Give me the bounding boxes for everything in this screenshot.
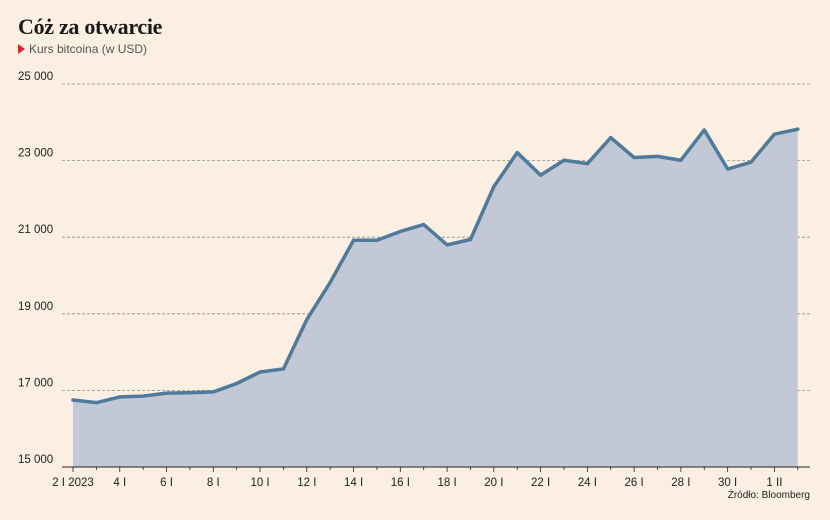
chart-title: Cóż za otwarcie <box>18 14 163 39</box>
data-point-8-I <box>211 390 215 394</box>
data-point-29-I <box>702 128 706 132</box>
y-tick-label: 15 000 <box>18 454 53 466</box>
price-line <box>71 127 800 405</box>
y-tick-label: 21 000 <box>18 224 53 236</box>
data-point-23-I <box>562 158 566 162</box>
data-point-24-I <box>585 162 589 166</box>
triangle-marker-icon <box>18 44 25 54</box>
x-tick-label: 10 I <box>250 477 269 489</box>
data-point-19-I <box>468 237 473 242</box>
x-tick-label: 14 I <box>344 477 363 489</box>
y-tick-label: 17 000 <box>18 377 53 389</box>
data-point-31-I <box>749 160 753 164</box>
x-tick-label: 2 I 2023 <box>52 477 94 489</box>
y-tick-labels: 15 000 17 000 19 000 21 000 23 000 25 000 <box>18 71 53 466</box>
data-point-16-I <box>398 229 402 234</box>
data-point-12-I <box>305 317 309 322</box>
data-point-21-I <box>515 150 519 155</box>
axis-layer <box>62 466 810 472</box>
data-point-1-II <box>772 132 777 136</box>
data-point-28-I <box>679 158 683 162</box>
data-point-11-I <box>281 367 286 371</box>
x-tick-label: 16 I <box>391 477 410 489</box>
x-tick-label: 24 I <box>578 477 597 489</box>
x-tick-label: 12 I <box>297 477 316 489</box>
data-point-5-I <box>141 394 145 398</box>
data-point-2-II <box>796 127 800 131</box>
area-layer <box>71 127 800 467</box>
data-point-4-I <box>118 395 122 399</box>
x-tick-label: 6 I <box>160 477 173 489</box>
data-point-7-I <box>188 391 192 395</box>
x-tick-label: 22 I <box>531 477 550 489</box>
price-area <box>73 129 798 467</box>
y-tick-label: 19 000 <box>18 301 53 313</box>
data-point-9-I <box>235 381 239 386</box>
data-point-27-I <box>655 154 660 158</box>
x-tick-label: 8 I <box>207 477 220 489</box>
x-tick-label: 26 I <box>625 477 644 489</box>
x-tick-labels: 2 I 2023 4 I 6 I 8 I 10 I 12 I 14 I 16 I 18 I 20 … <box>52 477 782 489</box>
data-point-30-I <box>726 167 730 171</box>
y-tick-label: 23 000 <box>18 148 53 160</box>
x-tick-label: 1 II <box>766 477 782 489</box>
y-tick-label: 25 000 <box>18 71 53 83</box>
data-point-17-I <box>422 222 426 227</box>
data-point-26-I <box>632 155 636 160</box>
data-point-25-I <box>609 136 613 140</box>
data-point-22-I <box>539 173 543 177</box>
data-point-6-I <box>164 391 169 395</box>
subtitle-row: Kurs bitcoina (w USD) <box>18 42 147 56</box>
x-tick-label: 30 I <box>718 477 737 489</box>
data-point-14-I <box>351 238 356 242</box>
x-tick-label: 18 I <box>437 477 456 489</box>
x-tick-label: 4 I <box>113 477 126 489</box>
chart-subtitle: Kurs bitcoina (w USD) <box>29 42 148 56</box>
data-point-10-I <box>258 370 262 374</box>
data-point-3-I <box>94 401 98 405</box>
data-point-13-I <box>328 280 332 284</box>
data-point-2-I <box>71 398 75 402</box>
x-tick-label: 20 I <box>484 477 503 489</box>
source-note: Źródło: Bloomberg <box>727 490 810 501</box>
data-point-15-I <box>375 238 379 242</box>
data-point-20-I <box>492 185 496 189</box>
x-tick-label: 28 I <box>671 477 690 489</box>
data-point-18-I <box>445 243 449 247</box>
